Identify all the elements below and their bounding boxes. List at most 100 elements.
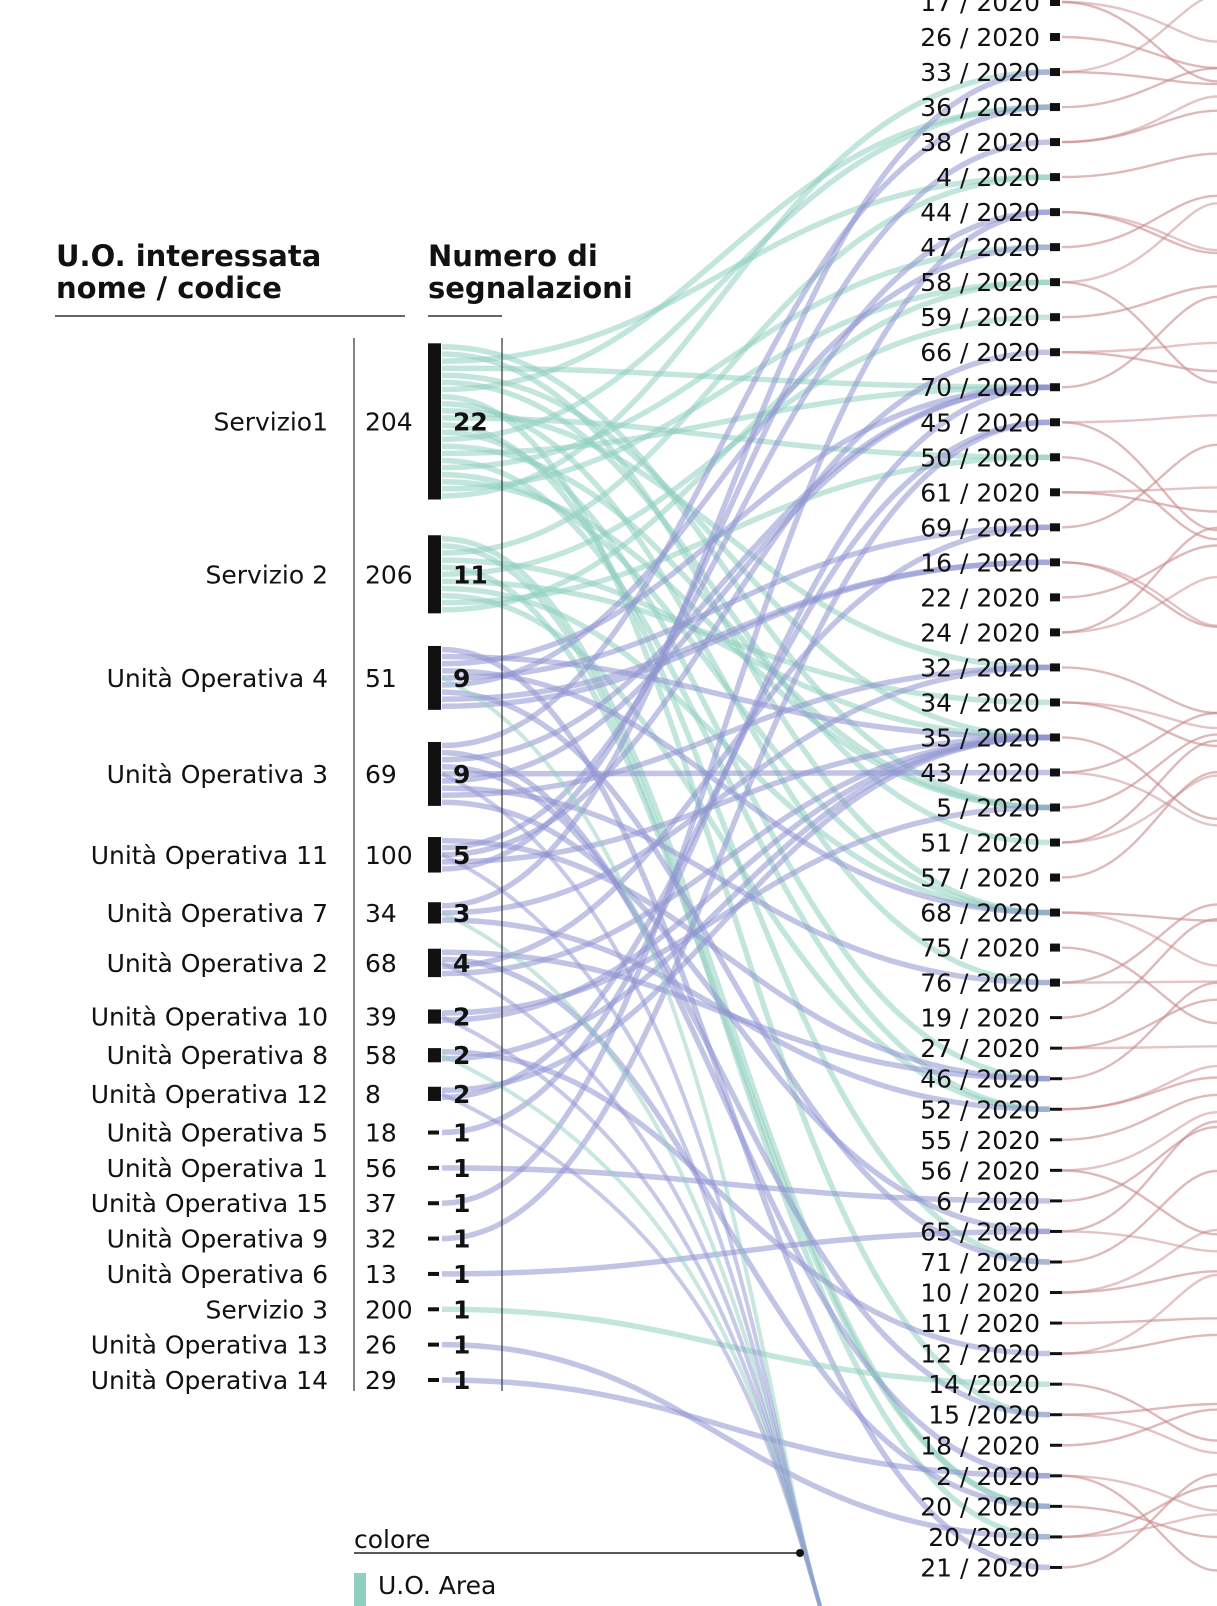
outgoing-link bbox=[1061, 980, 1217, 984]
report-marker bbox=[1050, 1199, 1062, 1203]
unit-name: Servizio 3 bbox=[206, 1295, 329, 1324]
outgoing-link bbox=[1061, 739, 1217, 844]
outgoing-link bbox=[1061, 1408, 1217, 1447]
report-marker bbox=[1050, 278, 1060, 287]
report-row: 19 / 2020 bbox=[920, 1004, 1062, 1033]
report-outgoing-flows bbox=[1061, 0, 1217, 1572]
report-label: 69 / 2020 bbox=[920, 513, 1040, 542]
report-marker bbox=[1050, 418, 1060, 427]
outgoing-link bbox=[1061, 701, 1217, 730]
unit-code: 13 bbox=[365, 1260, 397, 1289]
outgoing-link bbox=[1061, 1273, 1217, 1355]
outgoing-link bbox=[1061, 1064, 1217, 1111]
count-value: 1 bbox=[453, 1295, 470, 1324]
report-label: 15 /2020 bbox=[928, 1401, 1040, 1430]
flow-link bbox=[441, 559, 1051, 710]
report-label: 20 / 2020 bbox=[920, 1492, 1040, 1521]
report-row: 56 / 2020 bbox=[920, 1156, 1062, 1185]
report-label: 46 / 2020 bbox=[920, 1065, 1040, 1094]
report-row: 12 / 2020 bbox=[920, 1340, 1062, 1369]
report-row: 46 / 2020 bbox=[920, 1065, 1062, 1094]
flow-link bbox=[441, 104, 1051, 749]
flow-link bbox=[441, 69, 1051, 499]
report-marker bbox=[1050, 1504, 1062, 1508]
report-marker bbox=[1050, 838, 1060, 847]
unit-row: Unità Operativa 2 68 4 bbox=[107, 948, 470, 978]
report-marker bbox=[1050, 943, 1060, 952]
flow-link bbox=[441, 104, 1051, 442]
flow-link bbox=[441, 524, 1051, 970]
unit-name: Unità Operativa 8 bbox=[107, 1041, 328, 1070]
report-row: 10 / 2020 bbox=[920, 1279, 1062, 1308]
report-marker bbox=[1050, 628, 1060, 637]
report-row: 16 / 2020 bbox=[920, 548, 1060, 577]
flow-link bbox=[441, 393, 1051, 1418]
flow-link bbox=[441, 1377, 1051, 1479]
flow-link bbox=[441, 379, 1051, 846]
color-legend: colore U.O. Area bbox=[354, 1525, 804, 1606]
report-marker bbox=[1050, 803, 1060, 812]
outgoing-link bbox=[1061, 95, 1217, 144]
outgoing-link bbox=[1061, 35, 1217, 70]
flow-link bbox=[441, 1341, 1051, 1540]
report-row: 2 / 2020 bbox=[936, 1462, 1062, 1491]
unit-code: 39 bbox=[365, 1003, 397, 1032]
outgoing-link bbox=[1061, 0, 1217, 43]
flow-link bbox=[441, 279, 1051, 492]
report-marker bbox=[1050, 453, 1060, 462]
report-label: 75 / 2020 bbox=[920, 934, 1040, 963]
report-label: 50 / 2020 bbox=[920, 443, 1040, 472]
count-value: 1 bbox=[453, 1119, 470, 1148]
flow-link bbox=[441, 664, 1051, 916]
report-row: 5 / 2020 bbox=[936, 793, 1060, 822]
report-row: 26 / 2020 bbox=[920, 23, 1060, 52]
count-bar bbox=[428, 535, 441, 614]
report-row: 36 / 2020 bbox=[920, 93, 1060, 122]
report-row: 70 / 2020 bbox=[920, 373, 1060, 402]
report-label: 24 / 2020 bbox=[920, 618, 1040, 647]
report-marker bbox=[1050, 978, 1060, 987]
count-bar bbox=[428, 1048, 441, 1063]
outgoing-link bbox=[1061, 281, 1217, 384]
report-marker bbox=[1050, 243, 1060, 252]
report-row: 51 / 2020 bbox=[920, 829, 1060, 858]
unit-name: Unità Operativa 10 bbox=[91, 1003, 328, 1032]
report-marker bbox=[1050, 1138, 1062, 1142]
count-header-line2: segnalazioni bbox=[428, 271, 633, 305]
flow-link bbox=[441, 956, 1051, 1510]
unit-row: Unità Operativa 1 56 1 bbox=[107, 1154, 471, 1183]
report-row: 21 / 2020 bbox=[920, 1553, 1062, 1582]
report-marker bbox=[1050, 558, 1060, 567]
report-row: 22 / 2020 bbox=[920, 583, 1060, 612]
unit-code: 100 bbox=[365, 841, 413, 870]
report-marker bbox=[1050, 1260, 1062, 1264]
unit-to-report-flows bbox=[441, 69, 1051, 1606]
outgoing-link bbox=[1061, 1228, 1217, 1294]
report-label: 38 / 2020 bbox=[920, 128, 1040, 157]
report-label: 44 / 2020 bbox=[920, 198, 1040, 227]
unit-name: Unità Operativa 9 bbox=[107, 1225, 328, 1254]
flow-link bbox=[441, 419, 1051, 1242]
flow-link bbox=[441, 372, 1051, 741]
report-marker bbox=[1050, 173, 1060, 182]
report-marker bbox=[1050, 1413, 1062, 1417]
report-label: 66 / 2020 bbox=[920, 338, 1040, 367]
outgoing-link bbox=[1061, 917, 1217, 1019]
unit-code: 37 bbox=[365, 1189, 397, 1218]
report-label: 71 / 2020 bbox=[920, 1248, 1040, 1277]
outgoing-link bbox=[1061, 1230, 1217, 1253]
unit-name: Unità Operativa 4 bbox=[107, 664, 328, 693]
count-value: 4 bbox=[453, 949, 470, 978]
report-marker bbox=[1050, 33, 1060, 42]
unit-code: 200 bbox=[365, 1295, 413, 1324]
outgoing-link bbox=[1061, 1093, 1217, 1141]
count-bar bbox=[428, 1307, 439, 1312]
report-row: 69 / 2020 bbox=[920, 513, 1060, 542]
report-marker bbox=[1050, 1535, 1062, 1539]
report-row: 47 / 2020 bbox=[920, 233, 1060, 262]
report-row: 75 / 2020 bbox=[920, 934, 1060, 963]
outgoing-link bbox=[1061, 1045, 1217, 1050]
outgoing-link bbox=[1061, 0, 1205, 74]
report-row: 20 / 2020 bbox=[920, 1492, 1062, 1521]
